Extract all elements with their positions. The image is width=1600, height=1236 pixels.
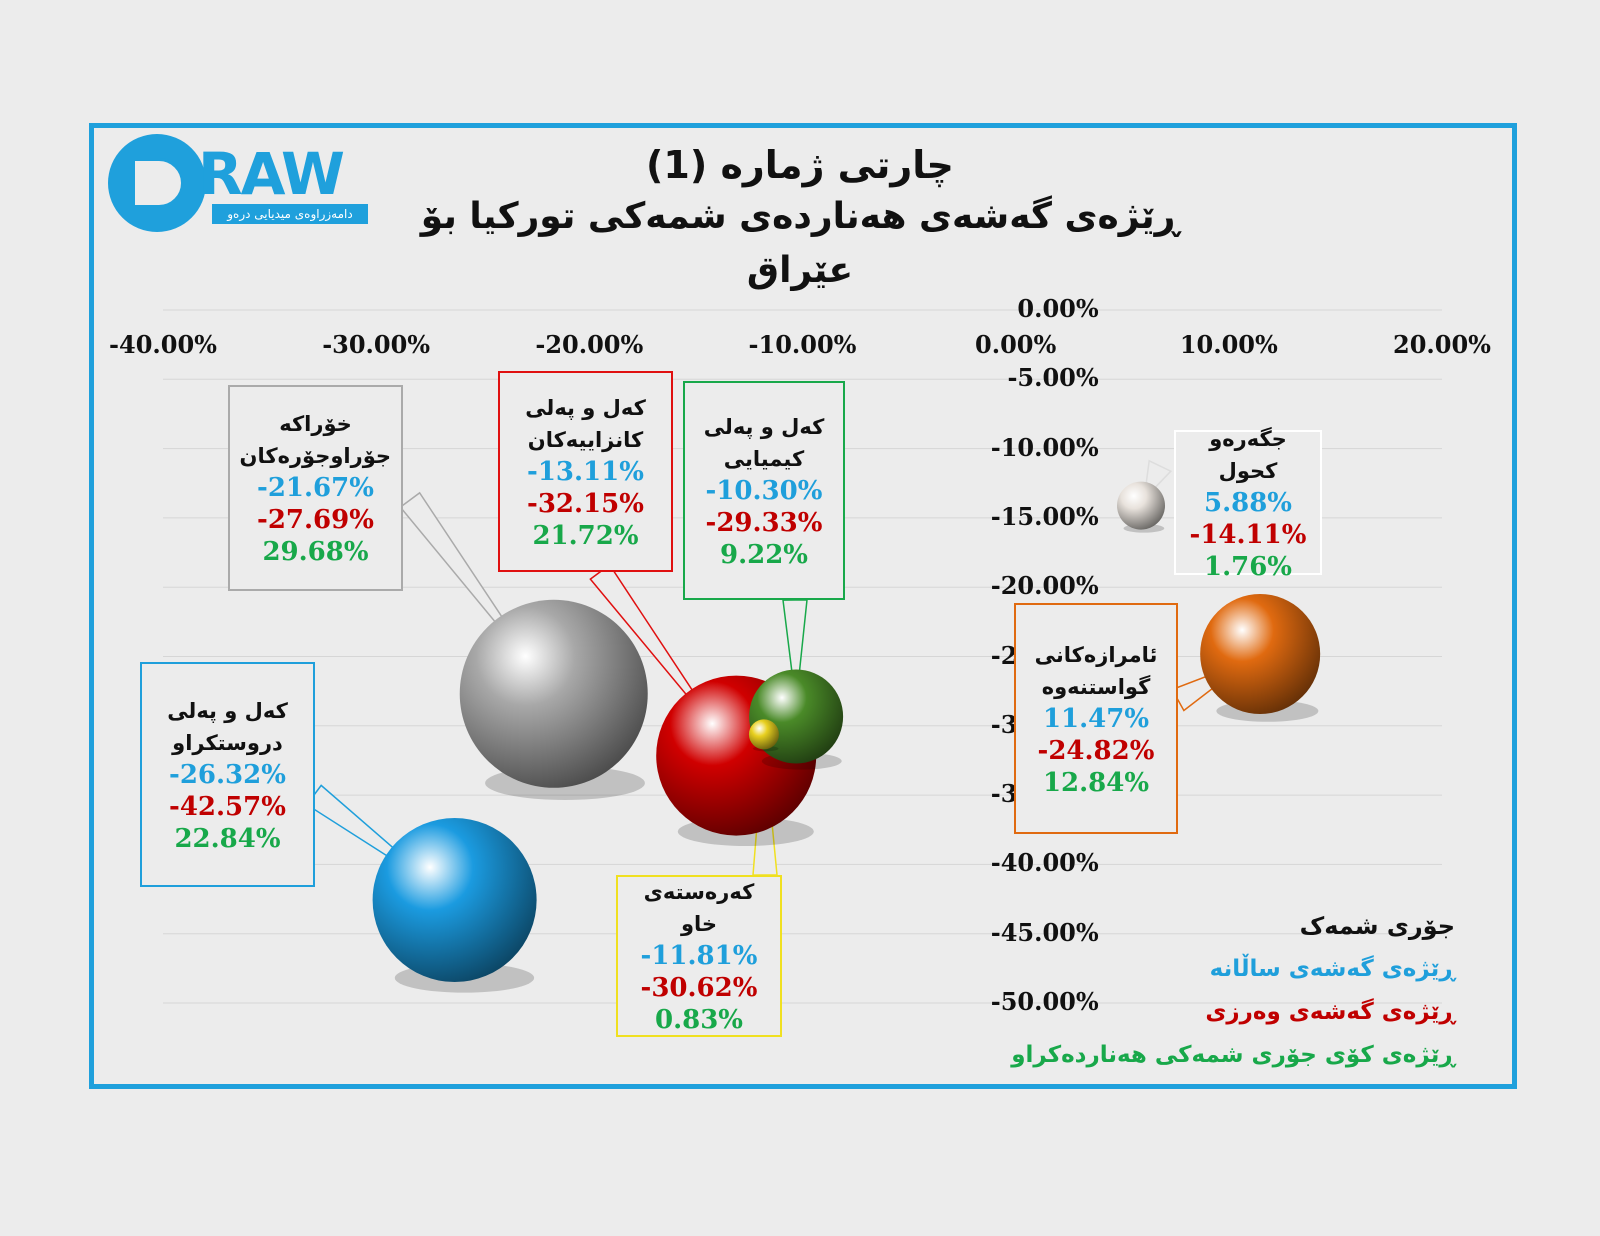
legend-share: ڕێژەی کۆی جۆری شمەکی هەناردەکراو <box>1011 1042 1455 1068</box>
x-tick-label: -40.00% <box>109 330 217 359</box>
x-tick-label: 20.00% <box>1393 330 1491 359</box>
callout-quarterly-value: -42.57% <box>169 791 286 822</box>
callout-share-value: 0.83% <box>654 1005 744 1035</box>
data-callout: جگەرەو کحول 5.88% -14.11% 1.76% <box>1174 427 1322 582</box>
data-callout: کەل و پەلی دروستکراو -26.32% -42.57% 22.84% <box>140 662 315 887</box>
bubble-mark <box>1117 481 1166 530</box>
callout-name: جگەرەو کحول <box>1209 426 1287 483</box>
legend-heading: جۆری شمەک <box>1299 912 1455 940</box>
y-tick-label: -20.00% <box>990 571 1099 601</box>
logo-tagline: دامەزراوەی میدیایی درەو <box>212 204 368 224</box>
callout-annual-value: 11.47% <box>1042 703 1150 734</box>
callout-quarterly-value: -24.82% <box>1037 735 1155 766</box>
y-tick-label: -5.00% <box>1007 363 1099 393</box>
data-callout: کەل و پەلی کیمیایی -10.30% -29.33% 9.22% <box>683 381 845 600</box>
callout-annual-value: -26.32% <box>169 759 286 790</box>
logo-text: RAW <box>198 140 345 208</box>
callout-quarterly-value: -29.33% <box>705 507 823 538</box>
data-callout: کەل و پەلی کانزاییەکان -13.11% -32.15% 21.7… <box>498 371 673 572</box>
callout-share-value: 29.68% <box>262 537 369 567</box>
callout-name: خۆراکە جۆراوجۆرەکان <box>239 412 391 468</box>
y-tick-label: -50.00% <box>990 987 1099 1016</box>
logo: RAW دامەزراوەی میدیایی درەو <box>108 134 378 238</box>
x-tick-label: 10.00% <box>1179 330 1278 359</box>
callout-share-value: 22.84% <box>174 823 281 854</box>
callout-annual-value: 5.88% <box>1203 487 1293 518</box>
callout-name: کەرەستەی خاو <box>643 880 755 936</box>
callout-quarterly-value: -14.11% <box>1189 519 1307 550</box>
bubble-mark <box>748 719 779 750</box>
callout-name: کەل و پەلی کانزاییەکان <box>525 395 646 452</box>
bubble-mark <box>1200 594 1321 715</box>
x-tick-label: -30.00% <box>322 330 431 359</box>
callout-annual-value: -13.11% <box>527 456 644 487</box>
x-tick-label: -20.00% <box>535 330 644 359</box>
callout-name: ئامرازەکانی گواستنەوە <box>1034 642 1158 699</box>
callout-quarterly-value: -27.69% <box>257 505 374 535</box>
y-tick-label: -15.00% <box>990 501 1099 531</box>
x-tick-label: -10.00% <box>748 330 857 359</box>
callout-share-value: 12.84% <box>1042 767 1150 798</box>
callout-name: کەل و پەلی دروستکراو <box>167 698 288 755</box>
bubble-mark <box>459 599 648 788</box>
callout-quarterly-value: -30.62% <box>640 973 758 1003</box>
y-tick-label: -45.00% <box>990 917 1099 947</box>
data-callout: کەرەستەی خاو -11.81% -30.62% 0.83% <box>616 875 782 1037</box>
callout-annual-value: -10.30% <box>705 475 823 506</box>
callout-name: کەل و پەلی کیمیایی <box>703 414 825 471</box>
callout-quarterly-value: -32.15% <box>527 488 644 519</box>
chart-title: چارتی ژمارە (1) <box>646 143 954 187</box>
data-callout: ئامرازەکانی گواستنەوە 11.47% -24.82% 12.84% <box>1014 603 1178 834</box>
bubble-mark <box>372 818 537 983</box>
y-tick-label: -40.00% <box>990 848 1099 878</box>
legend-annual: ڕێژەی گەشەی ساڵانە <box>1209 956 1455 982</box>
callout-share-value: 21.72% <box>532 520 639 551</box>
y-tick-label: 0.00% <box>1017 294 1099 323</box>
callout-share-value: 1.76% <box>1203 551 1293 582</box>
callout-leader <box>782 599 808 705</box>
y-tick-label: -10.00% <box>990 432 1099 462</box>
legend-quarterly: ڕێژەی گەشەی وەرزی <box>1205 999 1455 1025</box>
chart-subtitle: ڕێژەی گەشەی هەناردەی شمەکی تورکیا بۆ عێر… <box>420 196 1180 291</box>
callout-annual-value: -21.67% <box>257 473 374 503</box>
logo-d-mark <box>108 134 206 232</box>
title-block: چارتی ژمارە (1) ڕێژەی گەشەی هەناردەی شمە… <box>380 140 1220 298</box>
x-tick-label: 0.00% <box>975 330 1057 359</box>
legend: جۆری شمەک ڕێژەی گەشەی ساڵانە ڕێژەی گەشەی… <box>1011 905 1455 1077</box>
callout-share-value: 9.22% <box>719 539 809 570</box>
data-callout: خۆراکە جۆراوجۆرەکان -21.67% -27.69% 29.68% <box>228 385 403 591</box>
callout-annual-value: -11.81% <box>640 941 758 971</box>
